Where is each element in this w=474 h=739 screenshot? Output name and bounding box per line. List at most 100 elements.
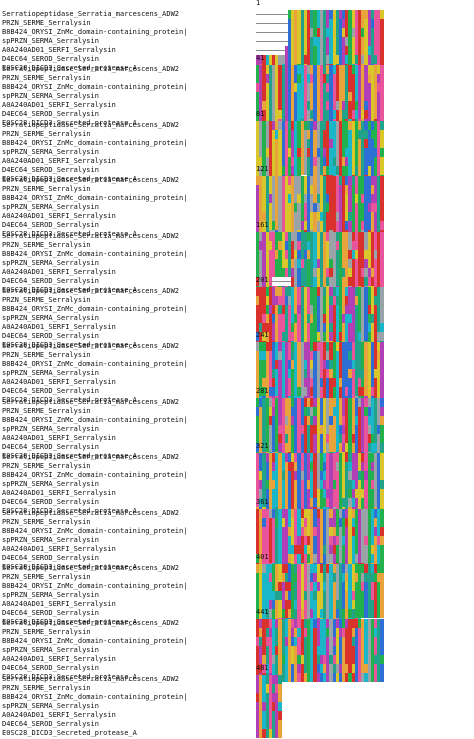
residue-cell (373, 535, 378, 545)
residue-cell (326, 240, 330, 250)
residue-cell (271, 176, 276, 186)
residue-cell (294, 176, 298, 186)
residue-cell (259, 553, 263, 563)
sequence-row (256, 120, 384, 130)
residue-cell (326, 673, 330, 683)
sequence-name: spPRZN_SERMA_Serralysin (2, 203, 99, 212)
residue-cell (354, 147, 358, 157)
residue-cell (297, 609, 301, 618)
residue-cell (335, 342, 339, 352)
residue-cell (297, 120, 301, 130)
residue-cell (319, 498, 323, 508)
sequence-row (256, 692, 282, 702)
residue-cell (265, 710, 269, 720)
residue-cell (329, 37, 333, 46)
residue-cell (342, 305, 346, 314)
residue-cell (300, 276, 304, 286)
residue-cell (271, 287, 276, 296)
sequence-name: D4EC64_SEROD_Serralysin (2, 719, 99, 728)
residue-cell (361, 249, 365, 259)
residue-cell (345, 471, 349, 481)
residue-cell (380, 249, 384, 259)
residue-cell (332, 508, 336, 518)
residue-cell (281, 156, 285, 166)
sequence-names: Serratiopeptidase_Serratia_marcescens_AD… (2, 675, 252, 738)
residue-cell (348, 120, 352, 130)
sequence-name: spPRZN_SERMA_Serralysin (2, 535, 99, 544)
residue-cell (354, 19, 358, 28)
residue-cell (259, 305, 263, 314)
residue-cell (380, 296, 384, 305)
residue-cell (335, 378, 339, 388)
residue-cell (275, 433, 279, 443)
residue-cell (367, 544, 371, 554)
residue-cell (313, 165, 317, 175)
residue-cell (262, 442, 266, 452)
residue-cell (380, 415, 384, 425)
residue-cell (326, 147, 330, 157)
residue-cell (367, 573, 371, 582)
residue-cell (271, 609, 276, 618)
residue-cell (370, 600, 374, 609)
residue-cell (287, 120, 292, 130)
residue-cell (275, 92, 279, 102)
residue-cell (319, 544, 323, 554)
residue-cell (345, 553, 349, 563)
residue-cell (354, 582, 358, 591)
residue-cell (348, 406, 352, 416)
residue-cell (313, 600, 317, 609)
residue-cell (380, 442, 384, 452)
residue-cell (335, 544, 339, 554)
residue-cell (354, 65, 358, 75)
residue-cell (332, 28, 336, 37)
residue-cell (354, 55, 358, 64)
residue-cell (335, 37, 339, 46)
residue-cell (373, 19, 378, 28)
residue-cell (348, 74, 352, 84)
residue-cell (287, 147, 292, 157)
residue-cell (332, 10, 336, 19)
residue-cell (316, 664, 320, 674)
residue-cell (262, 692, 266, 702)
residue-cell (358, 582, 362, 591)
residue-cell (338, 378, 343, 388)
residue-cell (256, 101, 260, 111)
residue-cell (284, 582, 288, 591)
residue-cell (367, 74, 371, 84)
sequence-row (256, 46, 384, 55)
residue-cell (329, 147, 333, 157)
residue-cell (348, 129, 352, 139)
residue-cell (287, 249, 292, 259)
residue-cell (373, 526, 378, 536)
sequence-name: B8B424_ORYSI_ZnMc_domain-containing_prot… (2, 28, 188, 36)
residue-cell (303, 231, 307, 241)
residue-cell (354, 646, 358, 656)
residue-cell (361, 582, 365, 591)
residue-cell (259, 138, 263, 148)
residue-cell (262, 129, 266, 139)
residue-cell (332, 65, 336, 75)
residue-cell (332, 332, 336, 341)
residue-cell (367, 646, 371, 656)
residue-cell (268, 646, 272, 656)
residue-cell (338, 110, 343, 120)
residue-cell (364, 323, 368, 332)
residue-cell (291, 314, 295, 323)
residue-cell (271, 74, 276, 84)
residue-cell (326, 74, 330, 84)
residue-cell (307, 619, 311, 629)
sequence-row (256, 646, 384, 656)
residue-cell (287, 462, 292, 472)
residue-cell (268, 553, 272, 563)
residue-cell (281, 221, 285, 231)
residue-cell (361, 628, 365, 638)
residue-cell (380, 194, 384, 204)
sequence-row (256, 314, 384, 323)
residue-cell (364, 287, 368, 296)
residue-cell (256, 203, 260, 213)
residue-cell (268, 203, 272, 213)
residue-cell (322, 37, 327, 46)
residue-cell (268, 609, 272, 618)
residue-cell (326, 231, 330, 241)
residue-cell (358, 462, 362, 472)
